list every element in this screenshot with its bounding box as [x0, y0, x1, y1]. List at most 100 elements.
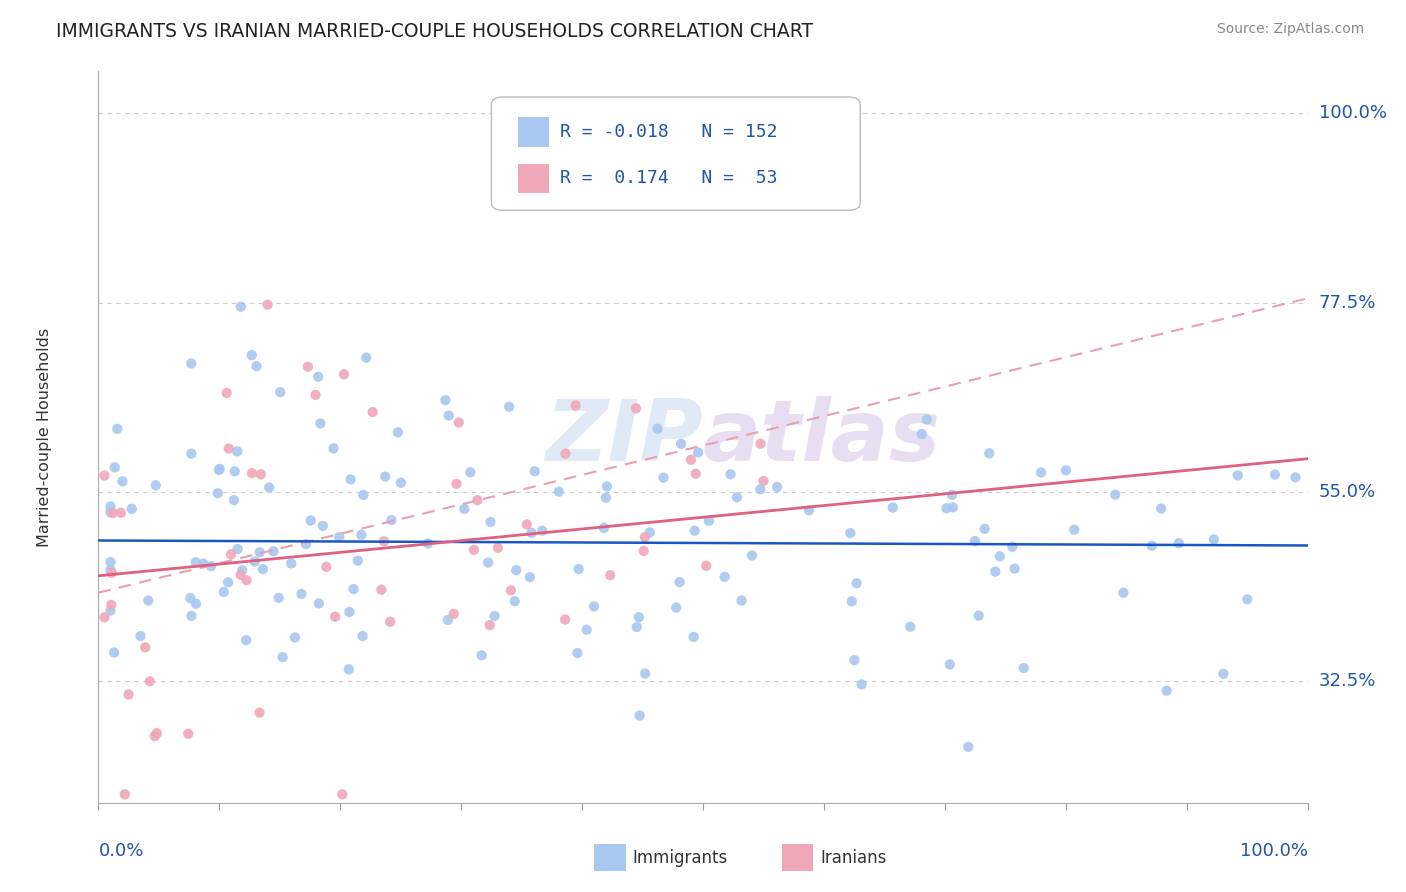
Point: [516, 517, 538, 532]
Point: [297, 359, 319, 374]
Point: [477, 556, 499, 570]
Point: [93, 610, 115, 624]
Point: [446, 476, 468, 491]
Point: [389, 475, 412, 490]
Text: IMMIGRANTS VS IRANIAN MARRIED-COUPLE HOUSEHOLDS CORRELATION CHART: IMMIGRANTS VS IRANIAN MARRIED-COUPLE HOU…: [56, 22, 813, 41]
Point: [219, 547, 242, 561]
Text: R = -0.018   N = 152: R = -0.018 N = 152: [561, 123, 778, 141]
Point: [1004, 562, 1026, 576]
Text: Iranians: Iranians: [820, 848, 887, 867]
Point: [229, 300, 252, 314]
Point: [766, 480, 789, 494]
Point: [222, 493, 245, 508]
Point: [179, 591, 201, 606]
Point: [841, 594, 863, 608]
Point: [668, 575, 690, 590]
Point: [93, 468, 115, 483]
Point: [235, 573, 257, 587]
Point: [915, 412, 938, 426]
Point: [231, 563, 253, 577]
Point: [193, 557, 215, 571]
Point: [437, 409, 460, 423]
Point: [839, 526, 862, 541]
Point: [1264, 467, 1286, 482]
Point: [1236, 592, 1258, 607]
Point: [101, 506, 124, 520]
Point: [749, 436, 772, 450]
Point: [370, 582, 392, 597]
Point: [200, 559, 222, 574]
Point: [284, 631, 307, 645]
Point: [308, 596, 330, 610]
Point: [1012, 661, 1035, 675]
Point: [224, 464, 246, 478]
Point: [134, 640, 156, 655]
Point: [683, 524, 706, 538]
Point: [633, 544, 655, 558]
Point: [103, 645, 125, 659]
Point: [315, 559, 337, 574]
Point: [478, 618, 501, 632]
Point: [845, 576, 868, 591]
Point: [235, 633, 257, 648]
Point: [352, 488, 374, 502]
Point: [337, 662, 360, 676]
Point: [498, 400, 520, 414]
Point: [1054, 463, 1077, 477]
Point: [685, 467, 707, 481]
Point: [486, 541, 509, 555]
Point: [117, 688, 139, 702]
Point: [988, 549, 1011, 564]
Point: [1001, 540, 1024, 554]
Point: [463, 543, 485, 558]
Point: [749, 482, 772, 496]
Point: [484, 608, 506, 623]
Point: [697, 514, 720, 528]
Text: Source: ZipAtlas.com: Source: ZipAtlas.com: [1216, 22, 1364, 37]
Point: [323, 609, 346, 624]
Point: [679, 452, 702, 467]
Point: [720, 467, 742, 482]
Point: [100, 555, 122, 569]
Point: [593, 521, 616, 535]
Point: [624, 401, 647, 416]
Point: [741, 549, 763, 563]
Point: [333, 368, 356, 382]
Point: [299, 514, 322, 528]
Point: [471, 648, 494, 663]
Point: [1212, 666, 1234, 681]
Point: [100, 604, 122, 618]
Point: [252, 562, 274, 576]
Point: [180, 608, 202, 623]
Point: [599, 568, 621, 582]
Point: [312, 519, 335, 533]
Point: [547, 484, 569, 499]
Point: [638, 525, 661, 540]
Point: [280, 557, 302, 571]
Point: [249, 706, 271, 720]
Point: [443, 607, 465, 621]
Point: [844, 653, 866, 667]
Point: [100, 566, 122, 580]
Point: [339, 472, 361, 486]
Point: [467, 493, 489, 508]
Point: [882, 500, 904, 515]
Point: [973, 522, 995, 536]
Point: [105, 422, 128, 436]
Point: [520, 525, 543, 540]
Point: [505, 563, 527, 577]
Point: [939, 657, 962, 672]
Point: [354, 351, 377, 365]
Point: [347, 554, 370, 568]
Point: [499, 583, 522, 598]
Point: [627, 610, 650, 624]
Point: [979, 446, 1001, 460]
Point: [669, 437, 692, 451]
Bar: [517, 164, 550, 193]
Point: [111, 475, 134, 489]
Text: ZIP: ZIP: [546, 395, 703, 479]
Point: [911, 427, 934, 442]
Point: [100, 505, 122, 519]
Point: [1150, 501, 1173, 516]
Point: [271, 650, 294, 665]
